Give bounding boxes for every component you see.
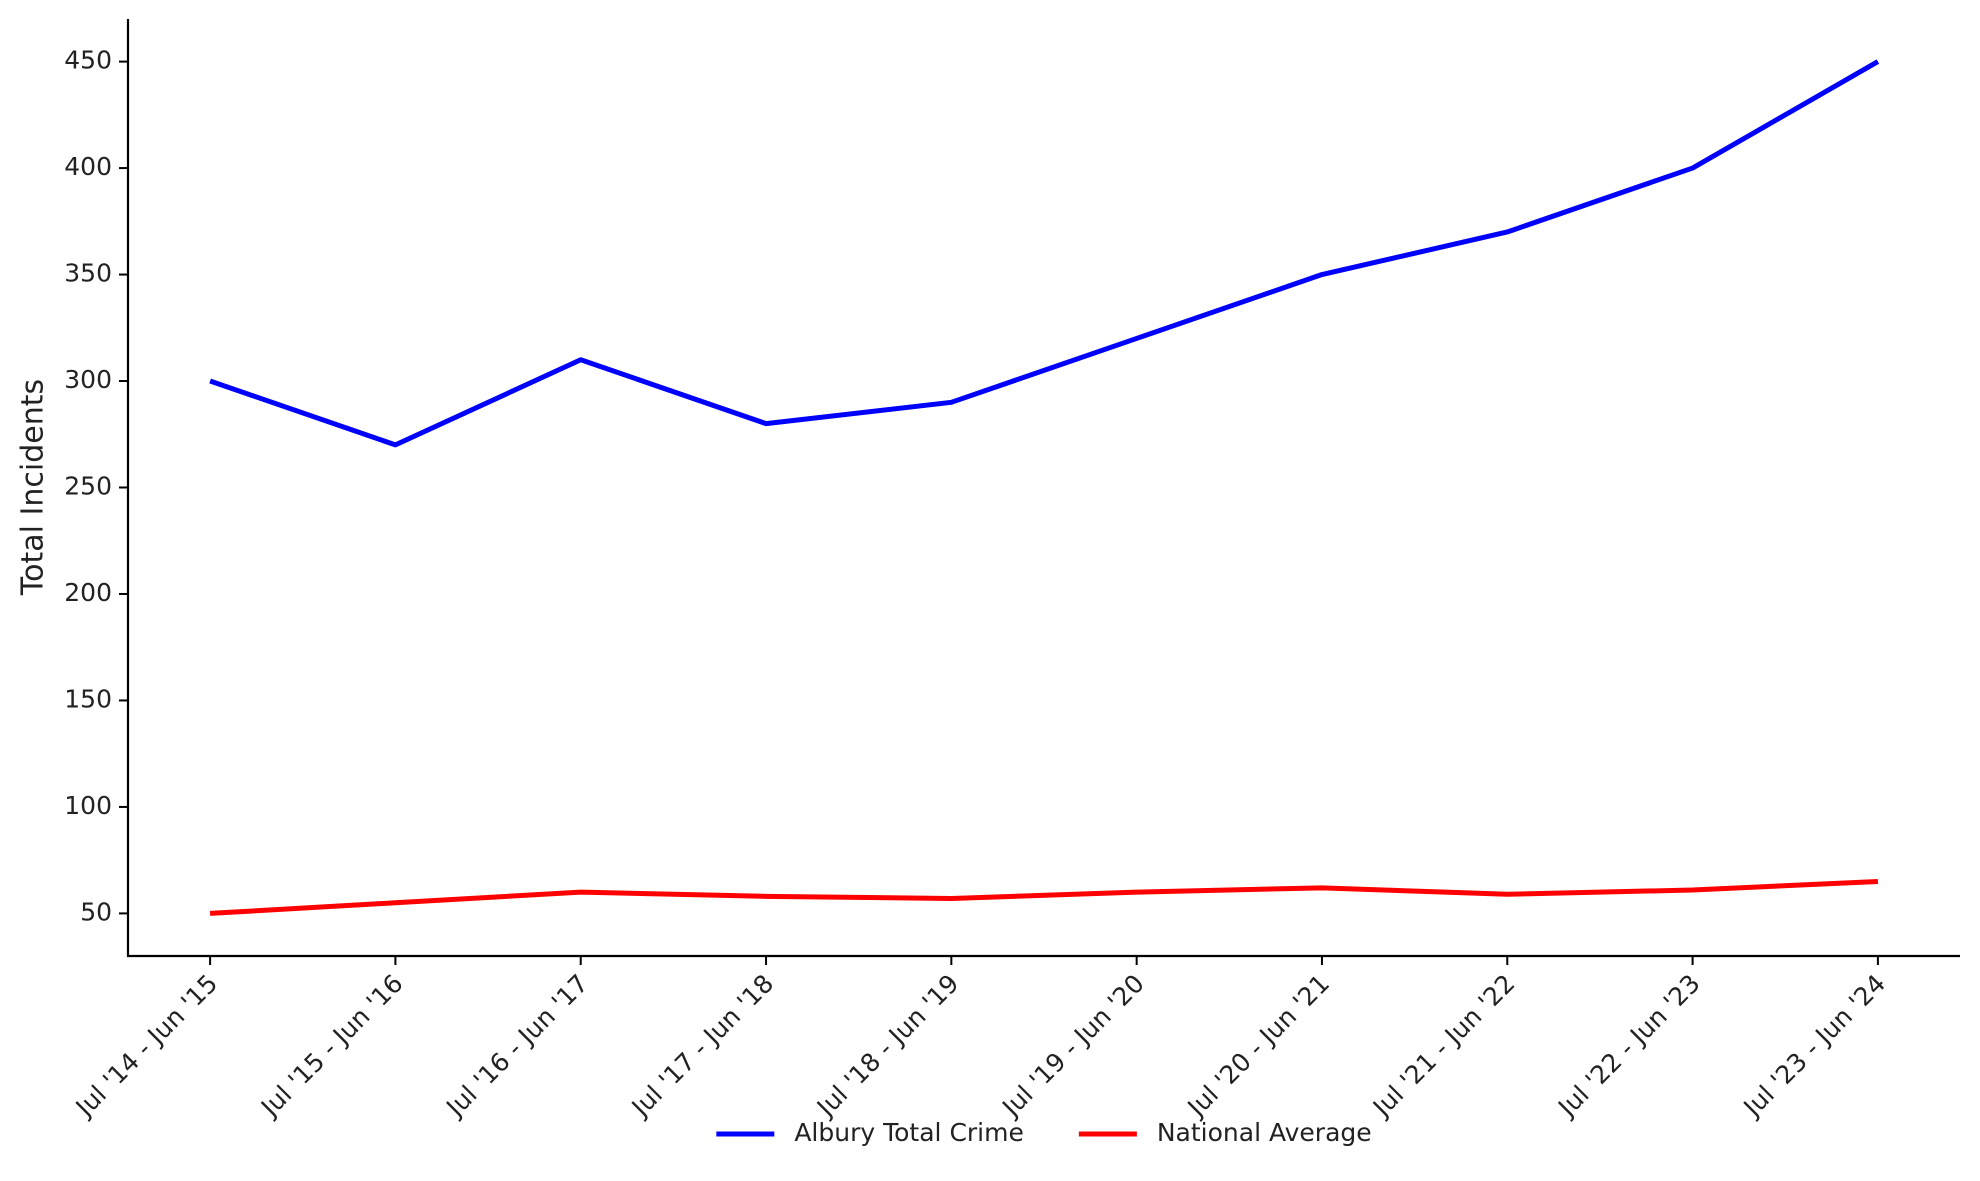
y-tick-label: 150 bbox=[64, 684, 112, 713]
x-tick-label: Jul '18 - Jun '19 bbox=[810, 969, 964, 1123]
y-tick-label: 450 bbox=[64, 46, 112, 75]
data-line bbox=[209, 878, 1879, 916]
x-tick-label: Jul '16 - Jun '17 bbox=[439, 969, 593, 1123]
y-tick-label: 300 bbox=[64, 365, 112, 394]
y-tick-label: 100 bbox=[64, 791, 112, 820]
x-tick-label: Jul '15 - Jun '16 bbox=[254, 969, 408, 1123]
x-tick-label: Jul '17 - Jun '18 bbox=[625, 969, 779, 1123]
y-tick-label: 50 bbox=[80, 897, 112, 926]
y-tick-label: 350 bbox=[64, 259, 112, 288]
y-axis-label: Total Incidents bbox=[16, 379, 51, 596]
x-tick-label: Jul '20 - Jun '21 bbox=[1181, 969, 1335, 1123]
x-tick-label: Jul '21 - Jun '22 bbox=[1366, 969, 1520, 1123]
x-tick-label: Jul '22 - Jun '23 bbox=[1551, 969, 1705, 1123]
y-tick-label: 400 bbox=[64, 152, 112, 181]
x-tick-label: Jul '19 - Jun '20 bbox=[995, 969, 1149, 1123]
legend-label: Albury Total Crime bbox=[794, 1118, 1024, 1147]
x-tick-label: Jul '23 - Jun '24 bbox=[1737, 969, 1891, 1123]
x-tick-label: Jul '14 - Jun '15 bbox=[69, 969, 223, 1123]
y-tick-label: 250 bbox=[64, 472, 112, 501]
data-line bbox=[209, 59, 1880, 448]
legend-label: National Average bbox=[1157, 1118, 1372, 1147]
y-tick-label: 200 bbox=[64, 578, 112, 607]
